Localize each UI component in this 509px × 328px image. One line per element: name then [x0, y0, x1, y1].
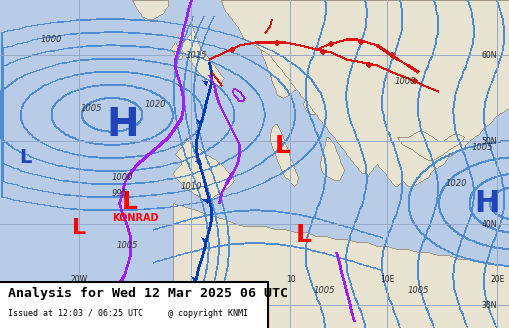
Text: 1005: 1005	[117, 241, 138, 251]
Text: 1015: 1015	[185, 51, 207, 60]
Text: KONRAD: KONRAD	[111, 213, 158, 223]
Text: 10: 10	[286, 275, 295, 284]
Text: L: L	[274, 134, 291, 158]
Text: 1005: 1005	[470, 143, 492, 152]
Text: 10E: 10E	[380, 275, 394, 284]
Text: 1005: 1005	[81, 104, 102, 113]
Text: 1000: 1000	[111, 173, 133, 182]
Text: 40N: 40N	[481, 220, 496, 229]
Text: 1010: 1010	[180, 296, 202, 305]
Text: 1020: 1020	[445, 179, 466, 188]
Text: 20E: 20E	[489, 275, 503, 284]
Text: 1020: 1020	[145, 100, 166, 110]
Text: 1010: 1010	[180, 182, 202, 192]
Text: H: H	[473, 189, 499, 218]
Text: L: L	[19, 148, 32, 167]
Text: 1005: 1005	[313, 286, 334, 295]
Text: L: L	[72, 218, 86, 238]
FancyBboxPatch shape	[0, 282, 267, 328]
Text: Issued at 12:03 / 06:25 UTC: Issued at 12:03 / 06:25 UTC	[8, 309, 143, 318]
Text: @ copyright KNMI: @ copyright KNMI	[168, 309, 248, 318]
Text: 20W: 20W	[70, 275, 88, 284]
Text: L: L	[122, 190, 138, 214]
Text: 30N: 30N	[481, 300, 496, 310]
Text: 60N: 60N	[481, 51, 496, 60]
Text: 1000: 1000	[40, 35, 62, 44]
Text: Analysis for Wed 12 Mar 2025 06 UTC: Analysis for Wed 12 Mar 2025 06 UTC	[8, 287, 287, 300]
Text: 1000: 1000	[394, 77, 415, 87]
Text: H: H	[106, 106, 138, 144]
Text: 1005: 1005	[407, 286, 428, 295]
Text: 995: 995	[111, 189, 128, 198]
Text: L: L	[295, 222, 311, 247]
Text: 50N: 50N	[481, 136, 496, 146]
